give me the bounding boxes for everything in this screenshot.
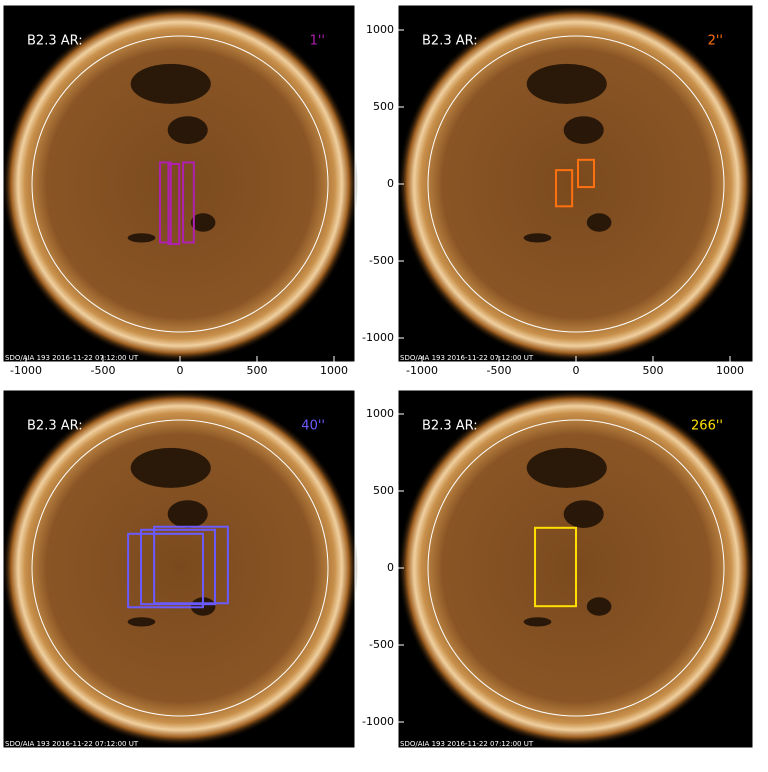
x-tick-label: 500 bbox=[247, 364, 268, 377]
x-tick-label: -1000 bbox=[10, 364, 42, 377]
coronal-hole bbox=[167, 500, 208, 528]
x-tick-label: -500 bbox=[487, 364, 512, 377]
coronal-hole bbox=[586, 213, 612, 232]
footer: SDO/AIA 193 2016-11-22 07:12:00 UT bbox=[5, 740, 139, 748]
x-tick-label: 0 bbox=[573, 364, 580, 377]
x-tick-label: 1000 bbox=[716, 364, 744, 377]
fov-box bbox=[577, 158, 596, 189]
limb bbox=[31, 35, 329, 333]
footer: SDO/AIA 193 2016-11-22 07:12:00 UT bbox=[5, 354, 139, 362]
axes-frame bbox=[397, 389, 754, 749]
y-tick-label: -1000 bbox=[362, 715, 394, 728]
x-tick-label: -500 bbox=[91, 364, 116, 377]
sun-disk bbox=[398, 6, 754, 362]
fov-box bbox=[554, 169, 574, 208]
y-tick-label: 0 bbox=[387, 561, 394, 574]
coronal-hole bbox=[190, 213, 216, 232]
panel-tag: 40'' bbox=[301, 419, 325, 434]
limb bbox=[427, 35, 725, 333]
axes-frame bbox=[2, 4, 356, 363]
limb bbox=[31, 419, 329, 717]
fov-box bbox=[127, 532, 204, 609]
y-tick-label: 500 bbox=[373, 484, 394, 497]
panel-label: B2.3 AR: bbox=[422, 419, 478, 434]
limb bbox=[427, 419, 725, 717]
fov-box bbox=[153, 525, 229, 605]
panel-tag: 1'' bbox=[310, 34, 325, 49]
coronal-hole bbox=[526, 63, 607, 104]
y-tick-label: -500 bbox=[369, 638, 394, 651]
fov-box bbox=[182, 161, 195, 244]
panel-label: B2.3 AR: bbox=[27, 34, 83, 49]
y-tick-label: 0 bbox=[387, 177, 394, 190]
coronal-hole bbox=[167, 116, 208, 144]
fov-box bbox=[158, 161, 172, 244]
coronal-hole bbox=[127, 617, 156, 627]
coronal-hole bbox=[563, 500, 604, 528]
footer: SDO/AIA 193 2016-11-22 07:12:00 UT bbox=[400, 740, 534, 748]
y-tick-label: -1000 bbox=[362, 331, 394, 344]
fov-box bbox=[167, 162, 181, 246]
panel-tag: 266'' bbox=[691, 419, 723, 434]
x-tick-label: 500 bbox=[643, 364, 664, 377]
sun-disk bbox=[2, 390, 358, 746]
coronal-hole bbox=[523, 617, 552, 627]
y-tick-label: 500 bbox=[373, 100, 394, 113]
x-tick-label: 0 bbox=[177, 364, 184, 377]
coronal-hole bbox=[526, 447, 607, 488]
fov-box bbox=[534, 526, 578, 608]
axes-frame bbox=[2, 389, 356, 749]
coronal-hole bbox=[586, 597, 612, 616]
x-tick-label: 1000 bbox=[320, 364, 348, 377]
coronal-hole bbox=[523, 233, 552, 243]
panel-label: B2.3 AR: bbox=[27, 419, 83, 434]
footer: SDO/AIA 193 2016-11-22 07:12:00 UT bbox=[400, 354, 534, 362]
panel-tag: 2'' bbox=[708, 34, 723, 49]
y-tick-label: -500 bbox=[369, 254, 394, 267]
panel-label: B2.3 AR: bbox=[422, 34, 478, 49]
coronal-hole bbox=[563, 116, 604, 144]
coronal-hole bbox=[130, 447, 211, 488]
y-tick-label: 1000 bbox=[366, 407, 394, 420]
coronal-hole bbox=[130, 63, 211, 104]
coronal-hole bbox=[127, 233, 156, 243]
x-tick-label: -1000 bbox=[406, 364, 438, 377]
y-tick-label: 1000 bbox=[366, 23, 394, 36]
